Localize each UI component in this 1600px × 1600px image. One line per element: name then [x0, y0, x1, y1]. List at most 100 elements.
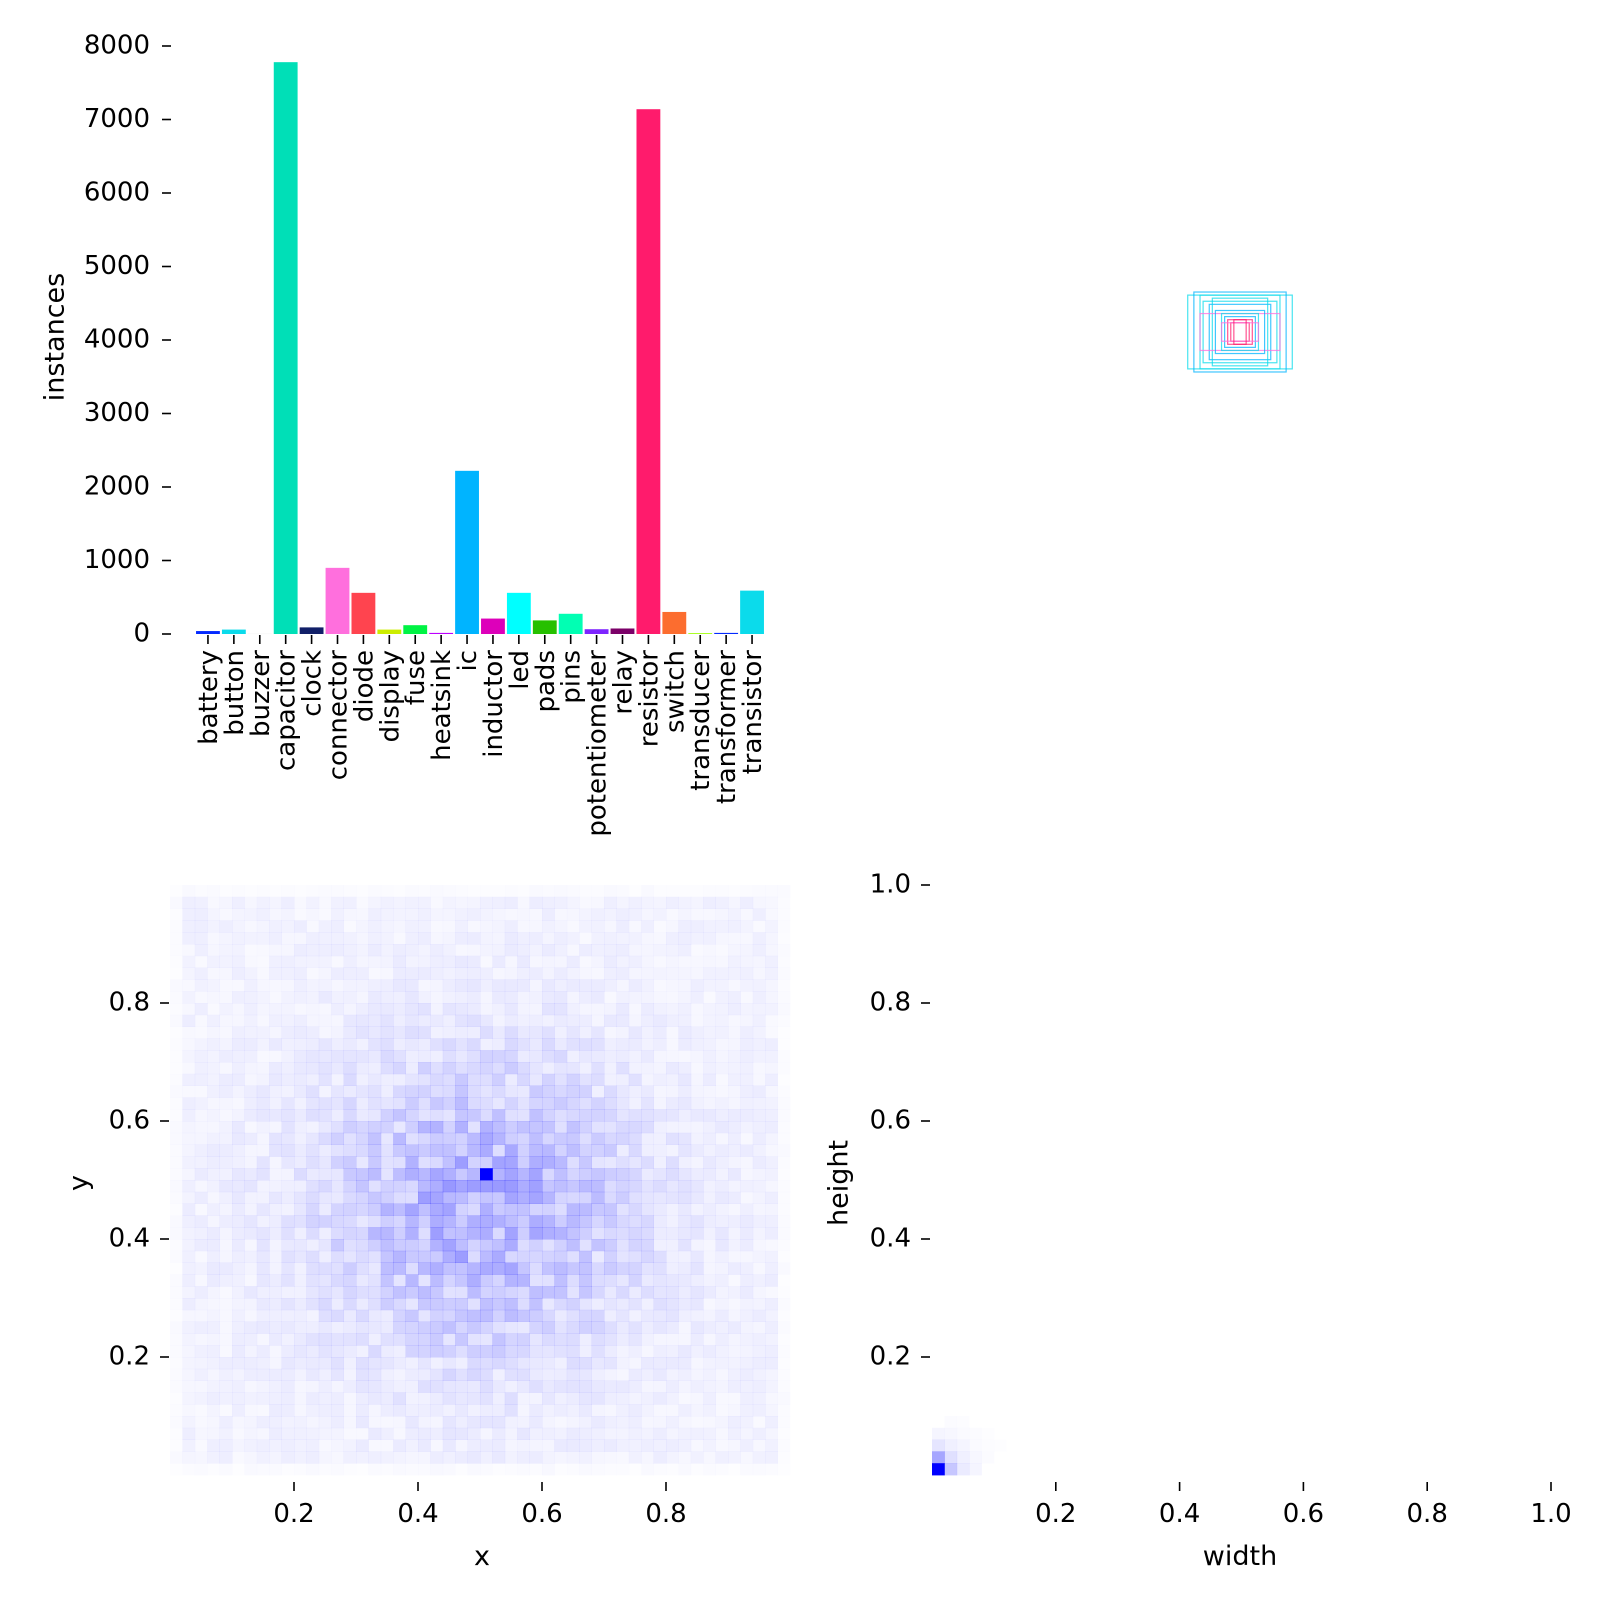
xy-heatmap-cell — [653, 1227, 667, 1240]
xy-heatmap-cell — [604, 955, 617, 968]
xy-heatmap-cell — [654, 1086, 667, 1098]
xy-heatmap-cell — [480, 967, 493, 980]
bar-x-tick-label-heatsink: heatsink — [427, 650, 457, 761]
xy-heatmap-cell — [430, 991, 443, 1003]
xy-heatmap-cell — [554, 932, 568, 945]
xy-heatmap-cell — [207, 1062, 220, 1075]
xy-heatmap-cell — [232, 1227, 245, 1240]
xy-heatmap-cell — [306, 1451, 320, 1464]
xy-heatmap-cell — [628, 1073, 642, 1086]
xy-heatmap-cell — [182, 1345, 195, 1357]
xy-heatmap-cell — [256, 991, 270, 1004]
xy-heatmap-cell — [418, 1404, 431, 1417]
xy-heatmap-cell — [380, 1427, 394, 1440]
xy-heatmap-cell — [455, 1215, 468, 1228]
xy-heatmap-cell — [752, 1368, 766, 1381]
xy-heatmap-cell — [405, 967, 419, 980]
xy-heatmap-cell — [616, 1191, 630, 1204]
xy-heatmap-cell — [455, 1286, 468, 1299]
xy-heatmap-cell — [567, 1463, 580, 1475]
xy-heatmap-cell — [517, 944, 530, 957]
xy-heatmap-cell — [566, 1062, 580, 1075]
xy-heatmap-cell — [530, 956, 543, 968]
xy-heatmap-cell — [666, 1333, 679, 1345]
xy-heatmap-cell — [480, 1298, 493, 1311]
bar-resistor — [636, 109, 661, 634]
xy-heatmap-cell — [182, 1191, 196, 1204]
xy-heatmap-cell — [653, 1156, 667, 1169]
xy-heatmap-cell — [740, 955, 754, 968]
xy-heatmap-cell — [244, 1404, 257, 1416]
xy-heatmap-cell — [753, 1239, 766, 1251]
xy-heatmap-cell — [628, 1121, 642, 1134]
xy-heatmap-cell — [331, 1321, 344, 1334]
xy-heatmap-cell — [728, 1251, 741, 1263]
xy-heatmap-cell — [752, 1109, 766, 1122]
xy-heatmap-cell — [480, 885, 493, 897]
xy-heatmap-cell — [294, 1180, 307, 1193]
xy-heatmap-cell — [207, 1309, 220, 1322]
xy-heatmap-cell — [641, 1274, 654, 1287]
bar-x-tick-label-capacitor: capacitor — [272, 650, 302, 771]
xy-heatmap-cell — [716, 1369, 729, 1381]
xy-heatmap-cell — [554, 1038, 568, 1051]
xy-heatmap-cell — [566, 1439, 580, 1452]
xy-heatmap-cell — [591, 1404, 605, 1417]
xy-heatmap-cell — [765, 1286, 778, 1298]
xy-heatmap-cell — [380, 1357, 394, 1370]
xy-heatmap-cell — [232, 1050, 245, 1063]
xy-heatmap-cell — [368, 1262, 382, 1275]
xy-heatmap-cell — [504, 967, 518, 980]
xy-heatmap-cell — [542, 1416, 555, 1429]
xy-heatmap-cell — [504, 1404, 518, 1417]
xy-heatmap-cell — [778, 1192, 791, 1204]
xy-y-tick-label: 0.6 — [109, 1106, 150, 1136]
xy-heatmap-cell — [232, 1309, 245, 1322]
xy-heatmap-cell — [778, 1027, 791, 1039]
xy-heatmap-cell — [703, 1416, 716, 1428]
xy-heatmap-cell — [220, 1298, 233, 1310]
xy-heatmap-cell — [455, 1345, 468, 1358]
xy-heatmap-cell — [765, 1191, 778, 1204]
xy-heatmap-cell — [529, 1286, 543, 1299]
xy-heatmap-cell — [530, 885, 543, 897]
xy-heatmap-cell — [455, 955, 468, 968]
xy-heatmap-cell — [616, 1156, 630, 1169]
xy-heatmap-cell — [418, 1333, 431, 1346]
xy-heatmap-cell — [716, 1074, 729, 1086]
xy-heatmap-cell — [492, 1380, 506, 1393]
xy-heatmap-cell — [244, 1262, 258, 1275]
xy-heatmap-cell — [442, 1085, 456, 1098]
xy-heatmap-cell — [678, 1191, 692, 1204]
xy-heatmap-cell — [368, 1014, 382, 1027]
xy-heatmap-cell — [418, 1298, 431, 1311]
xy-heatmap-cell — [480, 1439, 493, 1452]
xy-heatmap-cell — [195, 1133, 208, 1145]
xy-heatmap-cell — [318, 1014, 332, 1027]
xy-heatmap-cell — [368, 991, 382, 1004]
xy-heatmap-cell — [455, 1463, 468, 1475]
xy-heatmap-cell — [504, 1392, 518, 1405]
xy-heatmap-cell — [269, 896, 282, 909]
xy-heatmap-cell — [232, 1038, 245, 1051]
xy-heatmap-cell — [256, 1439, 270, 1452]
xy-heatmap-cell — [604, 1392, 617, 1405]
xy-heatmap-cell — [331, 1463, 344, 1475]
xy-heatmap-cell — [319, 885, 332, 897]
xy-heatmap-cell — [492, 1203, 506, 1216]
xy-heatmap-cell — [319, 1440, 332, 1452]
xy-heatmap-cell — [418, 944, 431, 957]
xy-heatmap-cell — [331, 1298, 344, 1311]
xy-heatmap-cell — [529, 1156, 543, 1169]
xy-heatmap-cell — [232, 1380, 245, 1393]
label-box — [1211, 297, 1269, 367]
xy-heatmap-cell — [616, 1215, 630, 1228]
xy-heatmap-cell — [703, 1026, 716, 1039]
xy-heatmap-cell — [666, 1062, 679, 1075]
xy-heatmap-cell — [529, 979, 543, 992]
xy-heatmap-cell — [467, 1404, 481, 1417]
xy-heatmap-cell — [393, 1463, 406, 1475]
xy-heatmap-cell — [356, 1203, 369, 1216]
bar-y-tick-label: 2000 — [84, 472, 150, 502]
xy-heatmap-cell — [182, 1203, 196, 1216]
